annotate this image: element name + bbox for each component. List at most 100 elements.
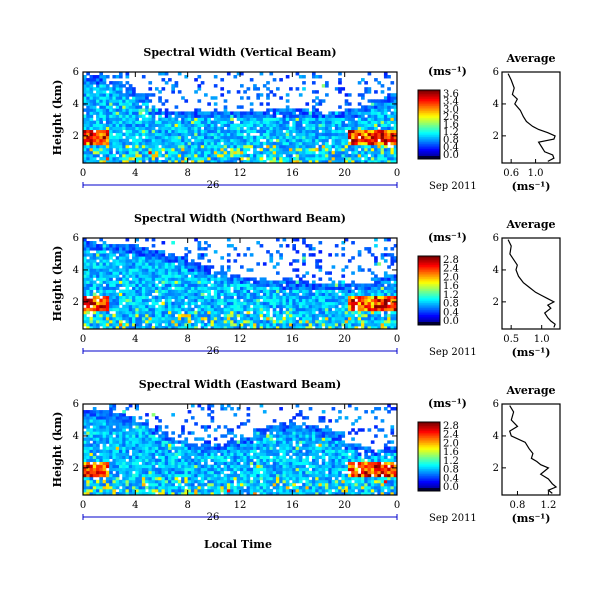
heatmap-cell (161, 132, 166, 137)
heatmap-cell (138, 452, 143, 456)
heatmap-cell (213, 114, 218, 118)
heatmap-cell (295, 289, 300, 293)
heatmap-cell (380, 286, 385, 290)
heatmap-cell (315, 135, 319, 140)
heatmap-cell (96, 455, 100, 459)
heatmap-cell (253, 316, 257, 321)
heatmap-cell (148, 482, 153, 487)
heatmap-cell (200, 256, 205, 260)
heatmap-cell (289, 108, 293, 112)
heatmap-cell (311, 313, 316, 318)
heatmap-cell (213, 277, 218, 281)
heatmap-cell (122, 325, 126, 330)
heatmap-cell (96, 271, 100, 275)
heatmap-cell (383, 298, 388, 303)
heatmap-cell (92, 120, 97, 124)
heatmap-cell (164, 295, 169, 300)
heatmap-cell (383, 150, 388, 155)
heatmap-cell (118, 81, 123, 85)
heatmap-cell (102, 443, 107, 447)
heatmap-cell (92, 413, 97, 417)
heatmap-cell (289, 150, 293, 155)
heatmap-cell (141, 117, 146, 121)
heatmap-cell (318, 138, 323, 143)
heatmap-cell (109, 301, 113, 306)
heatmap-cell (138, 132, 143, 137)
heatmap-cell (282, 144, 287, 149)
heatmap-cell (99, 301, 104, 306)
heatmap-cell (361, 135, 365, 140)
heatmap-cell (338, 307, 342, 312)
heatmap-cell (190, 301, 195, 306)
heatmap-cell (158, 150, 162, 155)
heatmap-cell (233, 156, 238, 161)
heatmap-cell (223, 301, 228, 306)
heatmap-cell (115, 262, 120, 266)
heatmap-cell (109, 117, 113, 121)
heatmap-cell (171, 473, 175, 478)
heatmap-cell (364, 298, 368, 303)
heatmap-cell (145, 156, 149, 161)
heatmap-cell (217, 111, 221, 115)
heatmap-cell (305, 120, 310, 124)
heatmap-cell (99, 90, 104, 94)
heatmap-cell (154, 250, 159, 254)
heatmap-cell (213, 96, 218, 100)
heatmap-cell (141, 283, 146, 287)
heatmap-cell (364, 307, 368, 312)
heatmap-cell (341, 117, 346, 121)
heatmap-cell (318, 123, 323, 127)
heatmap-cell (285, 132, 290, 137)
heatmap-cell (181, 464, 185, 469)
heatmap-cell (259, 150, 264, 155)
heatmap-cell (331, 301, 336, 306)
heatmap-cell (266, 307, 270, 312)
heatmap-cell (207, 322, 211, 327)
heatmap-cell (370, 298, 375, 303)
heatmap-cell (187, 286, 192, 290)
heatmap-cell (351, 289, 355, 293)
heatmap-cell (138, 126, 143, 131)
heatmap-cell (204, 117, 208, 121)
heatmap-cell (122, 298, 126, 303)
heatmap-cell (128, 322, 133, 327)
heatmap-cell (374, 159, 378, 164)
heatmap-cell (190, 446, 195, 450)
heatmap-cell (89, 126, 94, 131)
heatmap-cell (315, 138, 319, 143)
heatmap-cell (109, 81, 113, 85)
colorbar-swatch (418, 91, 440, 94)
heatmap-cell (331, 319, 336, 324)
heatmap-cell (164, 298, 169, 303)
heatmap-cell (115, 292, 120, 297)
heatmap-cell (83, 132, 87, 137)
heatmap-cell (230, 123, 234, 127)
heatmap-cell (158, 425, 162, 429)
heatmap-cell (158, 298, 162, 303)
heatmap-cell (181, 440, 185, 444)
heatmap-cell (282, 150, 287, 155)
heatmap-cell (269, 108, 274, 112)
heatmap-cell (184, 262, 189, 266)
heatmap-cell (223, 138, 228, 143)
heatmap-cell (361, 292, 365, 297)
heatmap-cell (181, 135, 185, 140)
heatmap-cell (118, 250, 123, 254)
heatmap-cell (370, 313, 375, 318)
heatmap-cell (89, 156, 94, 161)
heatmap-cell (285, 307, 290, 312)
heatmap-cell (377, 322, 382, 327)
heatmap-cell (125, 256, 130, 260)
heatmap-cell (158, 325, 162, 330)
heatmap-cell (102, 479, 107, 484)
heatmap-cell (269, 138, 274, 143)
heatmap-cell (154, 298, 159, 303)
heatmap-cell (102, 84, 107, 88)
heatmap-cell (118, 298, 123, 303)
heatmap-cell (289, 117, 293, 121)
heatmap-cell (289, 325, 293, 330)
heatmap-cell (158, 129, 162, 134)
heatmap-cell (158, 253, 162, 257)
heatmap-cell (204, 304, 208, 309)
heatmap-cell (190, 129, 195, 134)
